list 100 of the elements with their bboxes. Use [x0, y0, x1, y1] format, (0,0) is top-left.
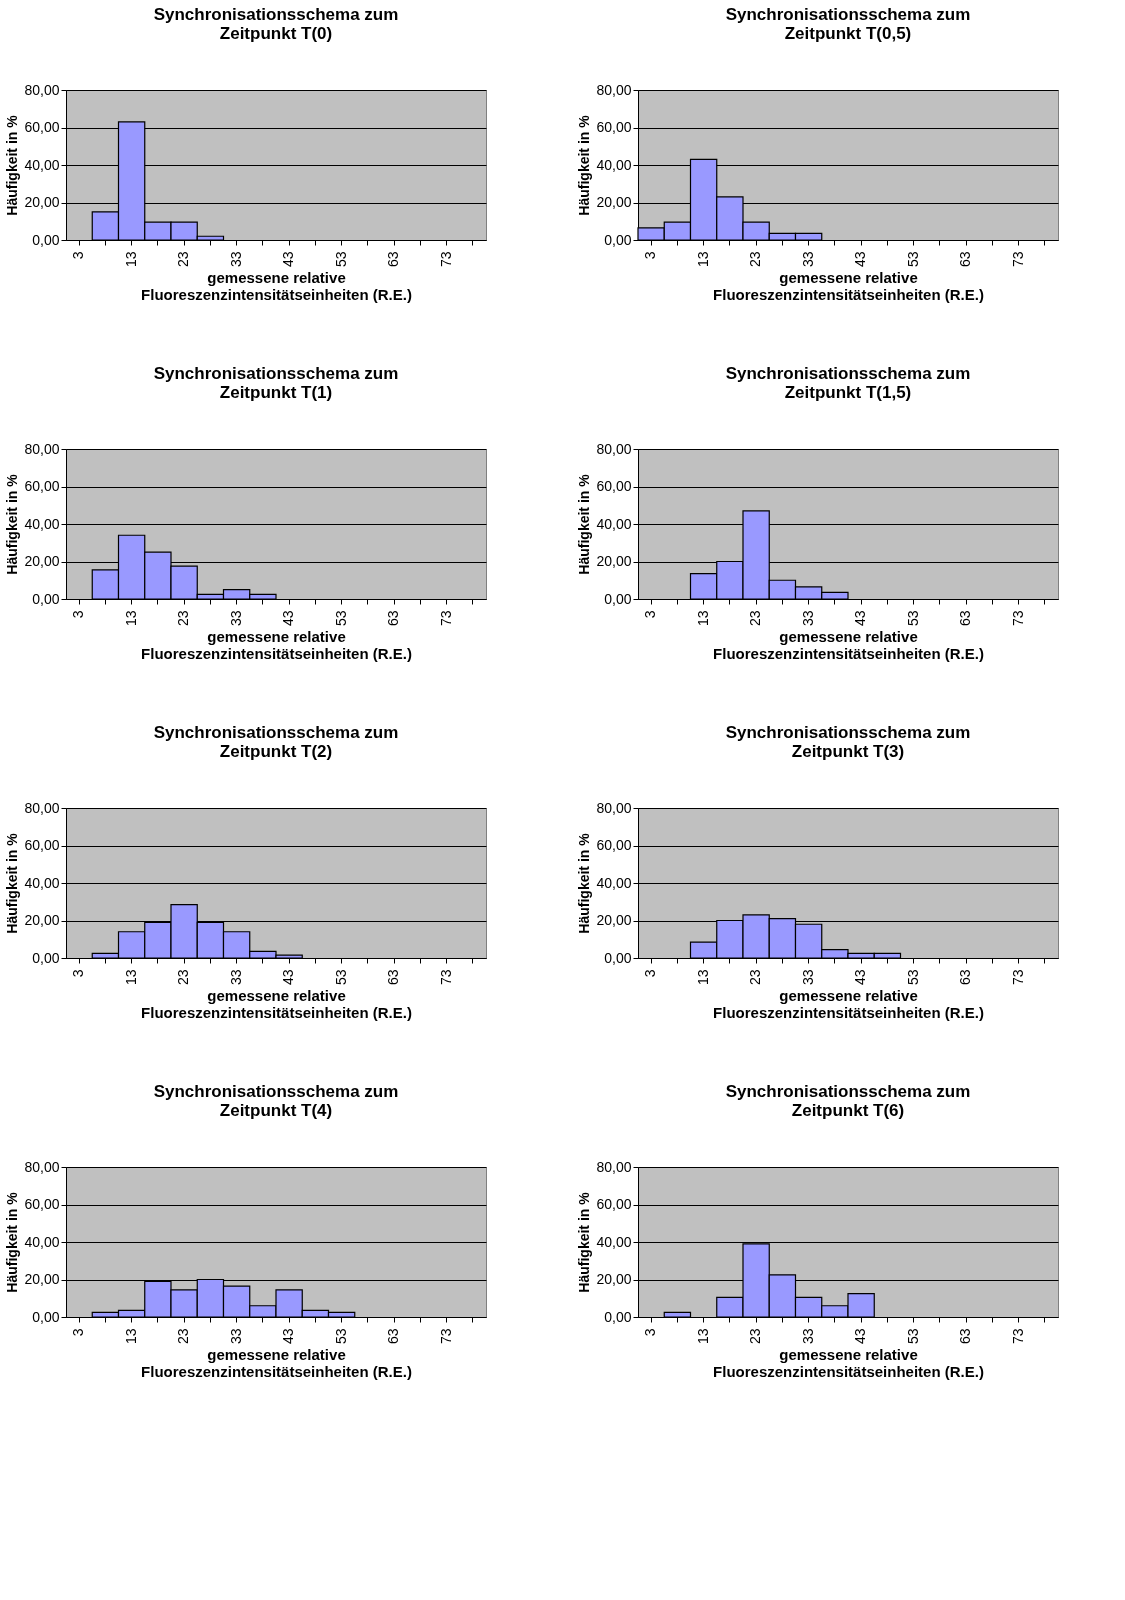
x-tick-label: 13 [122, 251, 139, 268]
y-tick-label: 60,00 [596, 1196, 632, 1212]
y-axis-title: Häufigkeit in % [4, 473, 21, 575]
x-tick-label: 73 [1009, 969, 1026, 986]
x-axis-title: gemessene relative Fluoreszenzintensitätseinheiten (R.E.) [141, 269, 412, 304]
x-axis-title: gemessene relative Fluoreszenzintensitätseinheiten (R.E.) [141, 628, 412, 663]
x-tick-label: 23 [175, 1328, 192, 1345]
y-tick-label: 20,00 [596, 553, 632, 569]
chart-title: Synchronisationsschema zum Zeitpunkt T(1,5) [725, 364, 971, 402]
y-tick-label: 0,00 [604, 1308, 632, 1325]
x-tick-label: 73 [1009, 610, 1026, 627]
y-tick-label: 20,00 [24, 553, 60, 569]
x-tick-label: 13 [694, 969, 711, 986]
x-tick-label: 3 [70, 610, 87, 619]
x-tick-label: 23 [175, 251, 192, 268]
y-tick-label: 80,00 [596, 81, 632, 98]
y-tick-label: 80,00 [24, 1158, 60, 1175]
x-tick-label: 43 [280, 969, 297, 986]
x-tick-label: 43 [280, 1328, 297, 1345]
y-tick-label: 40,00 [24, 515, 60, 532]
y-tick-label: 40,00 [596, 156, 632, 173]
x-tick-label: 63 [957, 251, 974, 268]
x-axis-title: gemessene relative Fluoreszenzintensitätseinheiten (R.E.) [713, 628, 984, 663]
y-tick-label: 60,00 [24, 837, 60, 853]
x-axis-title: gemessene relative Fluoreszenzintensitätseinheiten (R.E.) [141, 987, 412, 1022]
x-tick-label: 53 [332, 610, 349, 627]
y-tick-label: 20,00 [596, 194, 632, 210]
y-axis-title: Häufigkeit in % [4, 114, 21, 216]
x-tick-label: 3 [642, 969, 659, 978]
x-tick-label: 13 [122, 969, 139, 986]
x-tick-label: 13 [122, 610, 139, 627]
x-tick-label: 13 [122, 1328, 139, 1345]
y-axis-title: Häufigkeit in % [576, 1191, 593, 1293]
x-tick-label: 63 [385, 610, 402, 627]
x-tick-label: 33 [227, 1328, 244, 1345]
y-tick-label: 60,00 [596, 119, 632, 135]
chart-title: Synchronisationsschema zum Zeitpunkt T(6) [725, 1082, 971, 1120]
y-tick-label: 0,00 [604, 590, 632, 607]
x-tick-label: 53 [332, 251, 349, 268]
y-tick-label: 60,00 [596, 837, 632, 853]
x-tick-label: 63 [957, 610, 974, 627]
y-tick-label: 80,00 [596, 1158, 632, 1175]
y-tick-label: 0,00 [32, 949, 60, 966]
x-tick-label: 63 [385, 969, 402, 986]
x-tick-label: 23 [747, 610, 764, 627]
x-tick-label: 43 [852, 1328, 869, 1345]
x-tick-label: 53 [332, 969, 349, 986]
y-tick-label: 20,00 [24, 194, 60, 210]
x-tick-label: 63 [957, 969, 974, 986]
x-tick-label: 3 [70, 251, 87, 260]
x-tick-label: 43 [852, 610, 869, 627]
y-tick-label: 20,00 [24, 1271, 60, 1287]
chart-title: Synchronisationsschema zum Zeitpunkt T(1) [153, 364, 399, 402]
y-tick-label: 40,00 [24, 1233, 60, 1250]
y-tick-label: 20,00 [24, 912, 60, 928]
y-axis-title: Häufigkeit in % [576, 114, 593, 216]
x-tick-label: 43 [280, 251, 297, 268]
x-tick-label: 23 [175, 610, 192, 627]
y-axis-title: Häufigkeit in % [4, 832, 21, 934]
x-tick-label: 13 [694, 1328, 711, 1345]
x-tick-label: 53 [904, 969, 921, 986]
y-axis-title: Häufigkeit in % [4, 1191, 21, 1293]
y-tick-label: 80,00 [24, 81, 60, 98]
x-tick-label: 13 [694, 251, 711, 268]
y-tick-label: 40,00 [24, 874, 60, 891]
y-tick-label: 20,00 [596, 912, 632, 928]
x-tick-label: 43 [852, 969, 869, 986]
x-axis-title: gemessene relative Fluoreszenzintensitätseinheiten (R.E.) [713, 269, 984, 304]
chart-title: Synchronisationsschema zum Zeitpunkt T(4) [153, 1082, 399, 1120]
x-tick-label: 53 [332, 1328, 349, 1345]
x-tick-label: 63 [385, 251, 402, 268]
x-axis-title: gemessene relative Fluoreszenzintensitätseinheiten (R.E.) [713, 1346, 984, 1381]
x-axis-title: gemessene relative Fluoreszenzintensitätseinheiten (R.E.) [141, 1346, 412, 1381]
x-tick-label: 33 [227, 969, 244, 986]
x-tick-label: 63 [957, 1328, 974, 1345]
x-tick-label: 3 [70, 1328, 87, 1337]
x-tick-label: 33 [799, 610, 816, 627]
y-tick-label: 60,00 [24, 119, 60, 135]
x-tick-label: 73 [437, 1328, 454, 1345]
y-tick-label: 40,00 [596, 515, 632, 532]
x-tick-label: 33 [799, 251, 816, 268]
y-tick-label: 20,00 [596, 1271, 632, 1287]
x-tick-label: 3 [642, 1328, 659, 1337]
y-tick-label: 0,00 [32, 1308, 60, 1325]
x-tick-label: 73 [1009, 1328, 1026, 1345]
x-tick-label: 53 [904, 610, 921, 627]
y-tick-label: 60,00 [596, 478, 632, 494]
x-tick-label: 23 [747, 251, 764, 268]
y-tick-label: 0,00 [32, 590, 60, 607]
x-tick-label: 53 [904, 1328, 921, 1345]
x-tick-label: 13 [694, 610, 711, 627]
y-tick-label: 80,00 [24, 440, 60, 457]
chart-title: Synchronisationsschema zum Zeitpunkt T(3) [725, 723, 971, 761]
y-tick-label: 0,00 [604, 231, 632, 248]
y-tick-label: 40,00 [596, 1233, 632, 1250]
x-tick-label: 73 [1009, 251, 1026, 268]
chart-title: Synchronisationsschema zum Zeitpunkt T(0) [153, 5, 399, 43]
y-tick-label: 0,00 [604, 949, 632, 966]
y-tick-label: 60,00 [24, 478, 60, 494]
y-tick-label: 60,00 [24, 1196, 60, 1212]
